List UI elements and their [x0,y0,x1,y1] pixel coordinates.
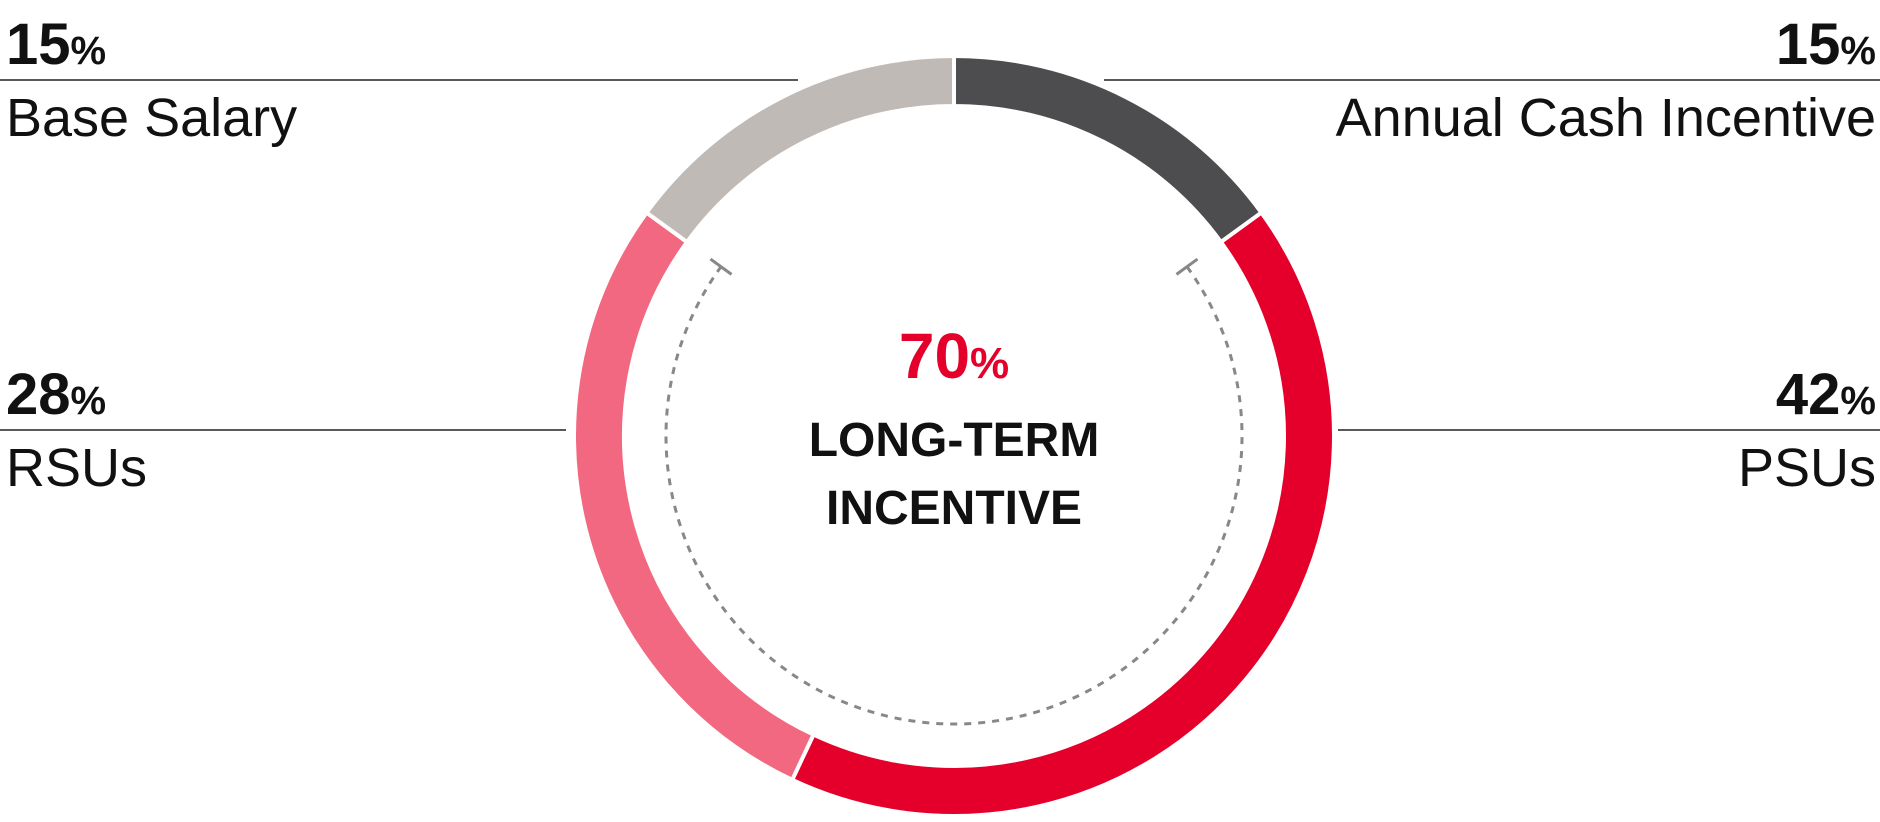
donut-slice [572,209,817,783]
value-label: 42% [1776,362,1876,427]
bracket-end [1175,257,1199,276]
category-label: Base Salary [6,88,297,148]
center-text: INCENTIVE [826,482,1082,535]
donut-slice [952,53,1265,245]
category-label: RSUs [6,438,147,498]
donut-slice [643,53,956,245]
category-label: Annual Cash Incentive [1336,88,1876,148]
value-label: 15% [6,12,106,77]
value-label: 15% [1776,12,1876,77]
center-value: 70% [899,320,1009,392]
value-label: 28% [6,362,106,427]
bracket-arc [664,265,1244,726]
center-text: LONG-TERM [809,414,1100,467]
category-label: PSUs [1738,438,1876,498]
bracket-end [709,257,733,276]
